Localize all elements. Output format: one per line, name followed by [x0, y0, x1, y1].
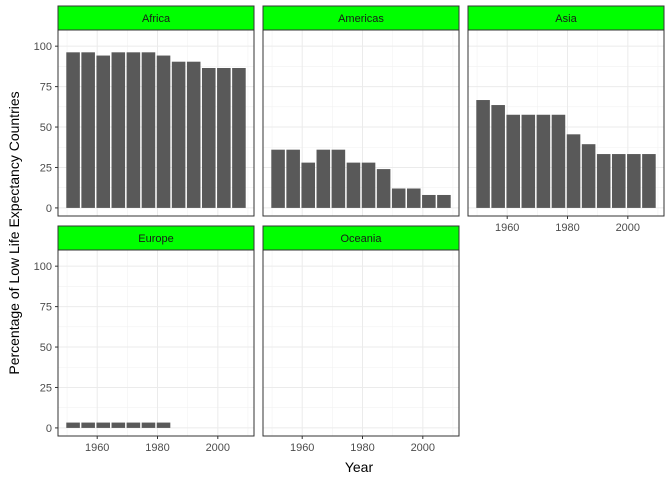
- x-tick-label: 1960: [85, 442, 109, 454]
- bar-asia-1962: [506, 114, 521, 208]
- bar-asia-2007: [642, 154, 656, 208]
- bar-africa-1997: [201, 68, 216, 208]
- y-tick-label: 75: [40, 82, 52, 94]
- y-tick-label: 25: [40, 162, 52, 174]
- bar-europe-1967: [111, 422, 126, 428]
- bar-africa-2007: [232, 68, 246, 208]
- bar-africa-1977: [141, 52, 156, 208]
- y-tick-label: 100: [34, 261, 52, 273]
- bar-asia-2002: [627, 154, 641, 208]
- bar-americas-2002: [422, 194, 436, 208]
- strip-label: Asia: [555, 13, 577, 25]
- x-tick-label: 1960: [495, 222, 519, 234]
- x-tick-label: 2000: [616, 222, 640, 234]
- x-tick-label: 1980: [555, 222, 579, 234]
- y-tick-label: 50: [40, 122, 52, 134]
- bar-asia-1972: [536, 114, 551, 208]
- bar-europe-1982: [156, 422, 171, 428]
- bar-americas-1967: [316, 149, 331, 208]
- bar-asia-1952: [476, 100, 490, 208]
- bar-americas-1982: [361, 162, 376, 208]
- bar-africa-1987: [171, 61, 186, 208]
- panel-africa: Africa: [57, 5, 255, 217]
- strip-label: Africa: [142, 13, 171, 25]
- bar-europe-1952: [66, 422, 80, 428]
- bar-americas-1977: [346, 162, 361, 208]
- y-axis-ticks: 0 25 50 75 100 0 25 50 75 100: [34, 41, 58, 435]
- panel-europe: Europe: [57, 225, 255, 437]
- bar-asia-1982: [566, 134, 581, 208]
- bar-americas-2007: [437, 194, 451, 208]
- bar-americas-1972: [331, 149, 346, 208]
- y-tick-label: 0: [46, 423, 52, 435]
- panel-background: [58, 250, 254, 436]
- x-tick-label: 2000: [411, 442, 435, 454]
- panel-asia: Asia: [467, 5, 665, 217]
- bar-asia-1967: [521, 114, 536, 208]
- panel-oceania: Oceania: [262, 225, 460, 437]
- y-tick-label: 100: [34, 41, 52, 53]
- bar-europe-1957: [81, 422, 95, 428]
- bar-americas-1962: [301, 162, 316, 208]
- bar-americas-1952: [271, 149, 285, 208]
- y-axis-title: Percentage of Low Life Expectancy Countr…: [6, 91, 22, 374]
- panels: Africa Americas Asia Europe Oceania: [57, 5, 665, 437]
- bar-americas-1957: [286, 149, 300, 208]
- x-tick-label: 1960: [290, 442, 314, 454]
- bar-africa-1992: [186, 61, 201, 208]
- panel-background: [263, 250, 459, 436]
- strip-oceania: [262, 225, 460, 251]
- bar-americas-1997: [406, 188, 421, 208]
- strip-americas: [262, 5, 460, 31]
- strip-asia: [467, 5, 665, 31]
- strip-africa: [57, 5, 255, 31]
- x-axis-title: Year: [345, 459, 374, 475]
- y-tick-label: 50: [40, 342, 52, 354]
- x-tick-label: 1980: [350, 442, 374, 454]
- x-axis-ticks: 1960 1980 2000 1960 1980 2000 1960 1980 2000: [85, 216, 640, 454]
- strip-label: Europe: [138, 233, 173, 245]
- x-tick-label: 2000: [206, 442, 230, 454]
- bar-africa-1972: [126, 52, 141, 208]
- x-tick-label: 1980: [145, 442, 169, 454]
- bar-africa-1967: [111, 52, 126, 208]
- bar-africa-1957: [81, 52, 95, 208]
- y-tick-label: 25: [40, 382, 52, 394]
- y-tick-label: 0: [46, 203, 52, 215]
- bar-asia-1992: [596, 154, 611, 208]
- bar-europe-1972: [126, 422, 141, 428]
- bar-asia-1977: [551, 114, 566, 208]
- bar-americas-1992: [391, 188, 406, 208]
- panel-americas: Americas: [262, 5, 460, 217]
- bar-americas-1987: [376, 169, 391, 208]
- bar-asia-1957: [491, 105, 505, 208]
- strip-label: Oceania: [341, 233, 383, 245]
- strip-label: Americas: [338, 13, 384, 25]
- bar-africa-1982: [156, 55, 171, 208]
- bar-europe-1977: [141, 422, 156, 428]
- bar-europe-1962: [96, 422, 111, 428]
- bar-asia-1997: [611, 154, 626, 208]
- y-tick-label: 75: [40, 302, 52, 314]
- bar-africa-1952: [66, 52, 80, 208]
- bar-asia-1987: [581, 144, 596, 208]
- strip-europe: [57, 225, 255, 251]
- bar-africa-1962: [96, 55, 111, 208]
- bar-africa-2002: [217, 68, 231, 208]
